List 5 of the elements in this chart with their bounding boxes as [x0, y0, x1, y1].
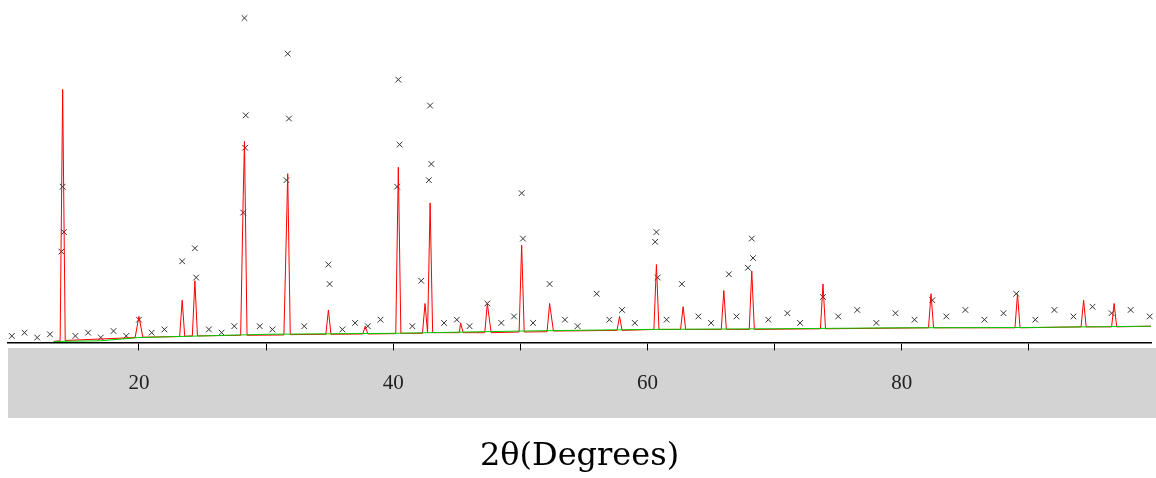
x-tick-label: 20 [128, 369, 150, 394]
x-tick-label: 60 [637, 369, 659, 394]
x-tick-label: 80 [891, 369, 913, 394]
x-tick-label: 40 [382, 369, 404, 394]
x-axis-title: 2θ(Degrees) [479, 435, 680, 474]
